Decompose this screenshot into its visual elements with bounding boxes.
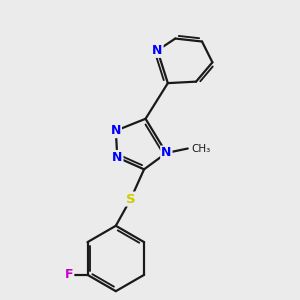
- Text: N: N: [112, 151, 122, 164]
- Text: F: F: [65, 268, 73, 281]
- Text: N: N: [161, 146, 172, 160]
- Text: N: N: [111, 124, 121, 137]
- Text: S: S: [126, 193, 136, 206]
- Text: CH₃: CH₃: [191, 143, 211, 154]
- Text: N: N: [152, 44, 163, 57]
